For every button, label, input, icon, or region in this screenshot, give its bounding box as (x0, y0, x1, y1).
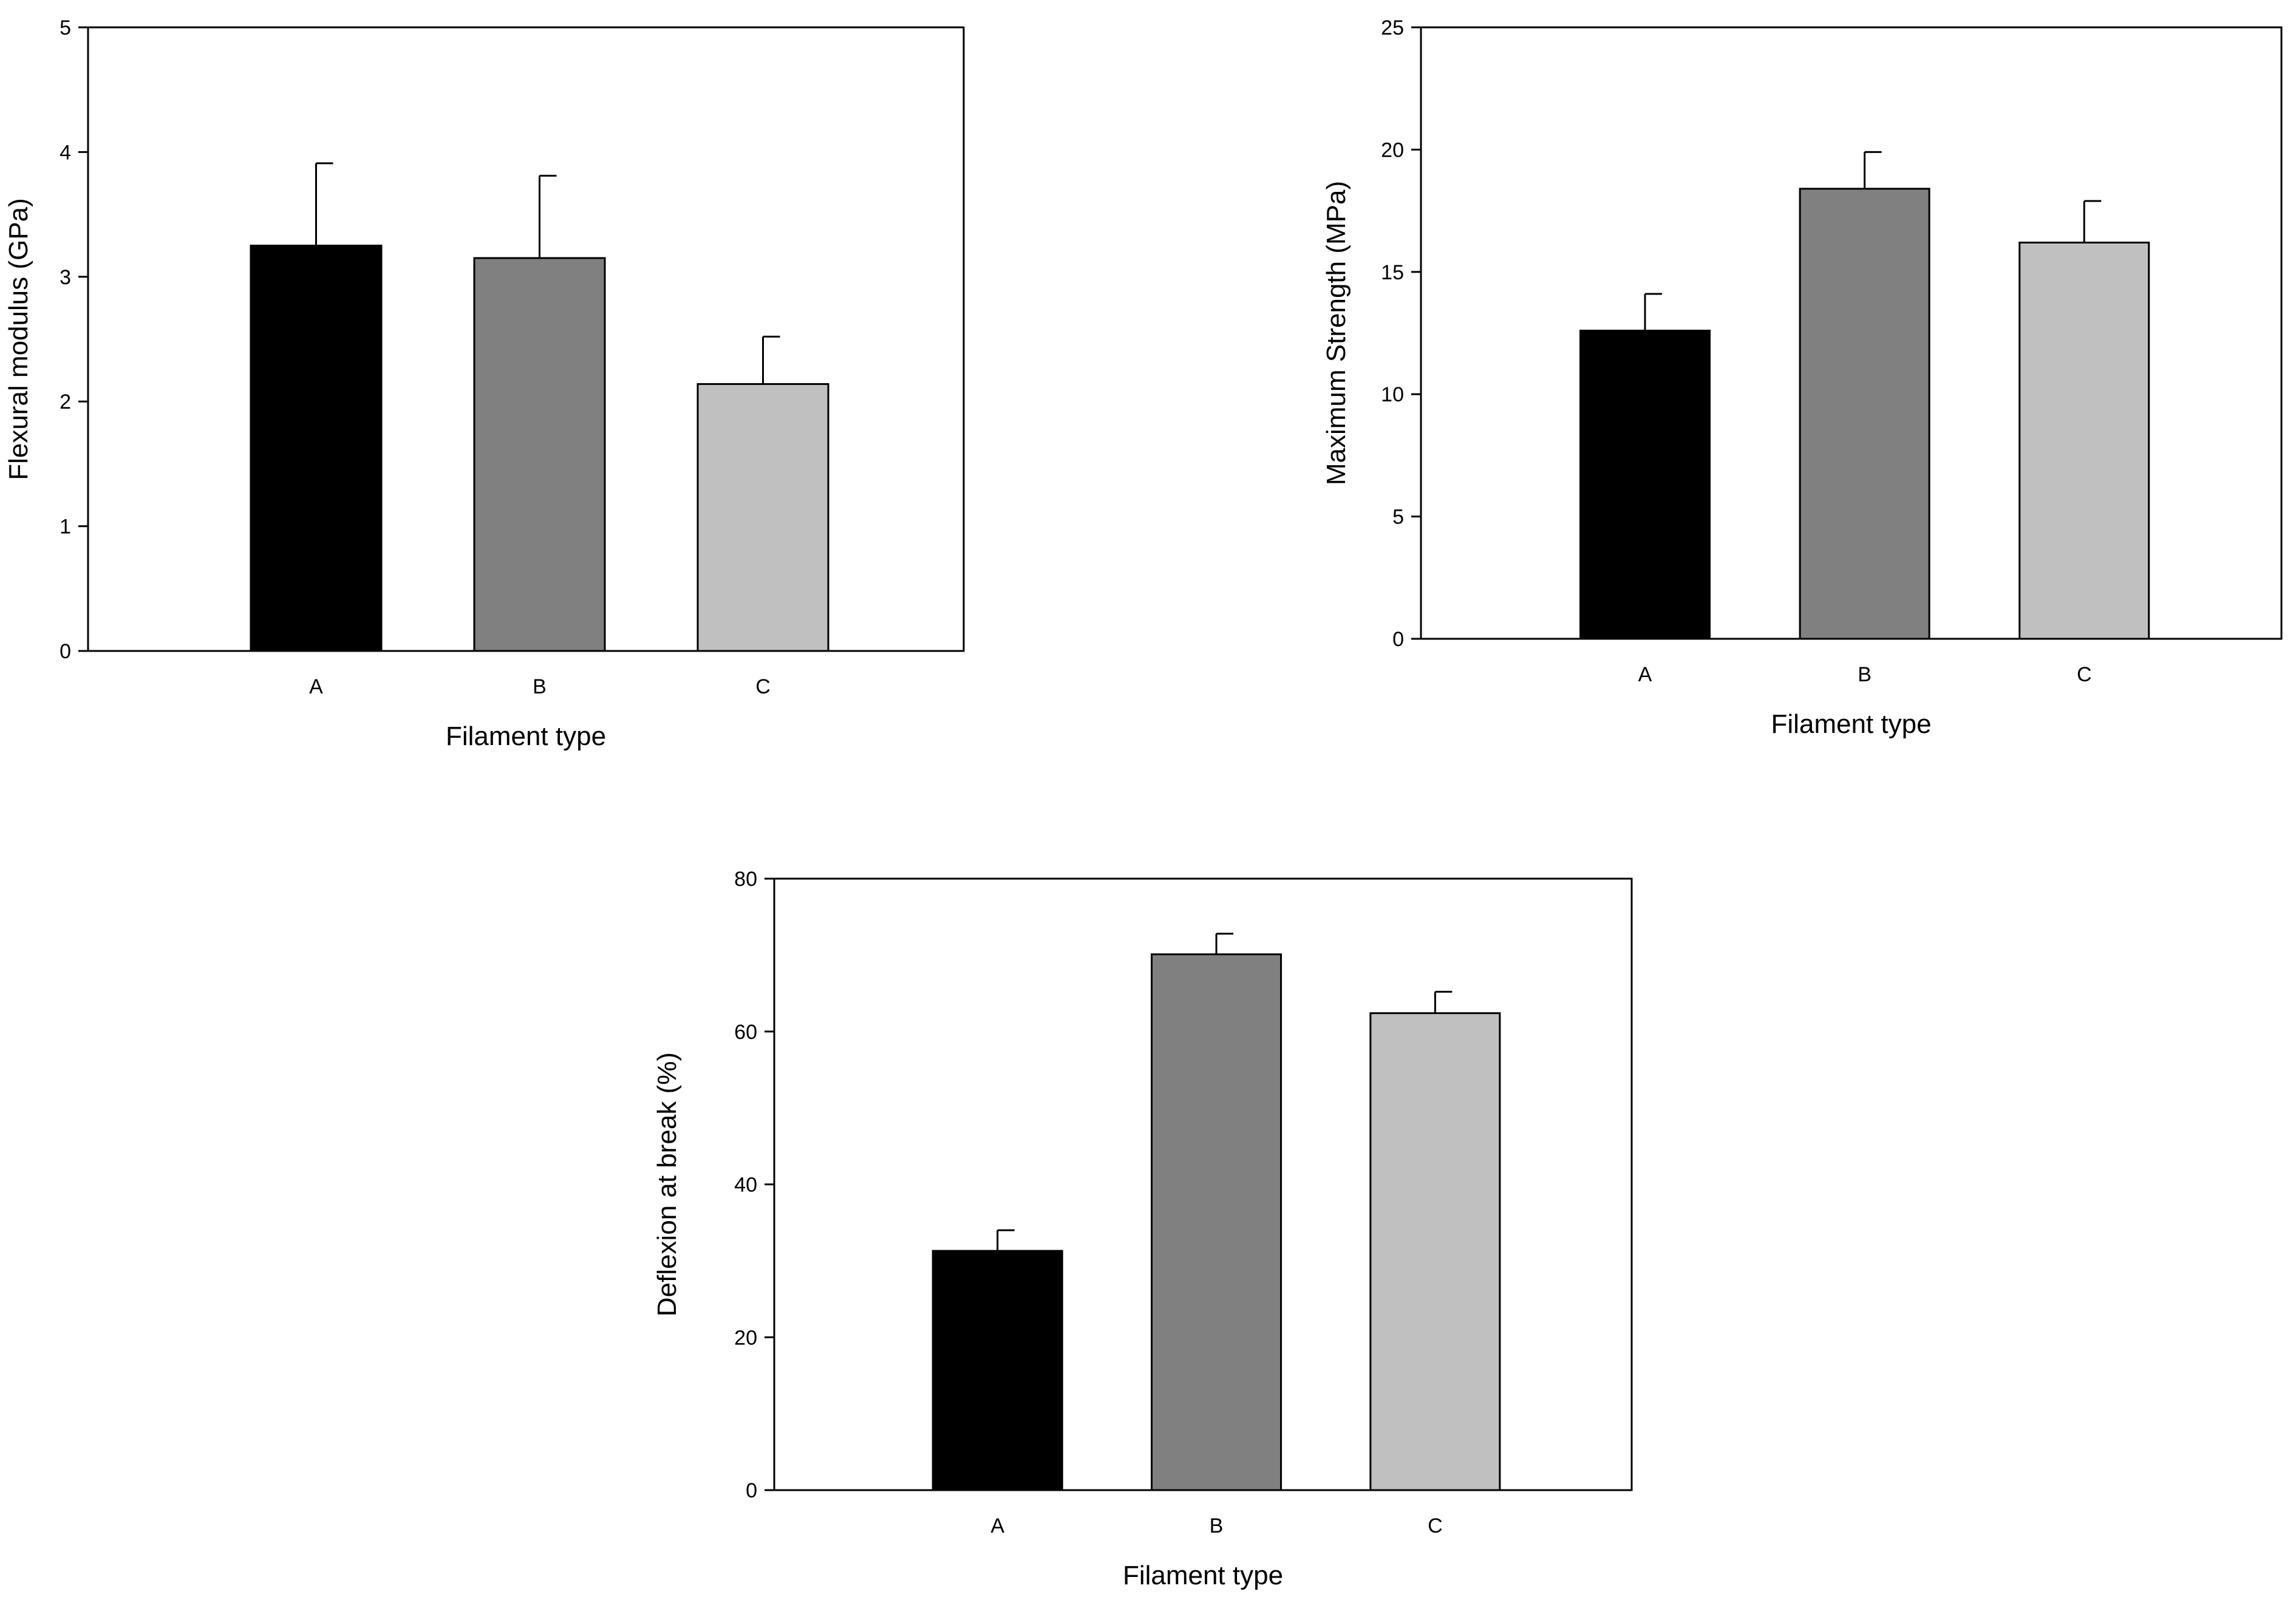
bar-a (1579, 329, 1711, 640)
error-bar-c (2083, 200, 2102, 243)
y-tick-label: 20 (1381, 138, 1404, 162)
bar-b (1799, 188, 1930, 640)
y-tick-label: 0 (1392, 628, 1404, 651)
y-tick-label: 10 (1381, 383, 1404, 406)
y-tick-label: 25 (1381, 16, 1404, 39)
plot-frame (87, 26, 965, 652)
x-tick-label: C (1428, 1514, 1443, 1537)
bar-c (1369, 1012, 1501, 1491)
y-tick-label: 0 (60, 640, 71, 663)
error-bar-b (538, 174, 557, 258)
y-tick-label: 2 (60, 390, 71, 414)
error-bar-a (1644, 293, 1662, 331)
plot-frame (1420, 26, 2283, 640)
bar-a (250, 244, 383, 652)
x-tick-label: C (2077, 663, 2092, 686)
y-tick-label: 60 (734, 1021, 757, 1044)
bar-b (473, 257, 606, 652)
error-bar-a (315, 162, 333, 246)
x-tick-label: A (990, 1514, 1004, 1537)
x-axis-title: Filament type (1771, 709, 1931, 739)
error-bar-c (761, 335, 780, 384)
x-axis-title: Filament type (446, 721, 606, 751)
chart-3: 0 20 40 60 80 A B C Filament type Deflexion at br… (652, 868, 1633, 1590)
error-bar-b (1215, 933, 1234, 955)
x-tick-label: B (1858, 663, 1872, 686)
chart-2: 0 5 10 15 20 25 A B C Filament type Maximum Streng… (1321, 16, 2283, 739)
bar-a (932, 1250, 1063, 1491)
y-tick-label: 40 (734, 1174, 757, 1197)
y-axis-title: Flexural modulus (GPa) (4, 198, 33, 480)
error-bar-c (1434, 990, 1453, 1013)
error-bar-a (996, 1229, 1015, 1251)
x-tick-label: A (309, 675, 323, 698)
bar-c (697, 383, 829, 652)
chart-1: 0 1 2 3 4 5 A B C Filament type Flexural modulus (… (4, 16, 965, 751)
error-bar-b (1864, 151, 1882, 189)
y-tick-label: 20 (734, 1326, 757, 1349)
y-tick-label: 15 (1381, 261, 1404, 284)
bar-b (1151, 953, 1283, 1491)
y-tick-label: 3 (60, 266, 71, 289)
y-tick-label: 80 (734, 868, 757, 891)
y-tick-label: 1 (60, 516, 71, 539)
x-tick-label: C (755, 675, 771, 698)
y-tick-label: 4 (60, 141, 71, 164)
x-tick-label: B (1210, 1514, 1224, 1537)
x-tick-label: B (533, 675, 547, 698)
y-tick-label: 0 (746, 1479, 757, 1502)
bar-c (2018, 241, 2150, 640)
y-axis-title: Deflexion at break (%) (652, 1052, 682, 1316)
y-axis-title: Maximum Strength (MPa) (1321, 181, 1351, 485)
x-axis-title: Filament type (1123, 1561, 1283, 1590)
y-tick-label: 5 (60, 16, 71, 39)
x-tick-label: A (1638, 663, 1652, 686)
y-tick-label: 5 (1392, 506, 1404, 529)
